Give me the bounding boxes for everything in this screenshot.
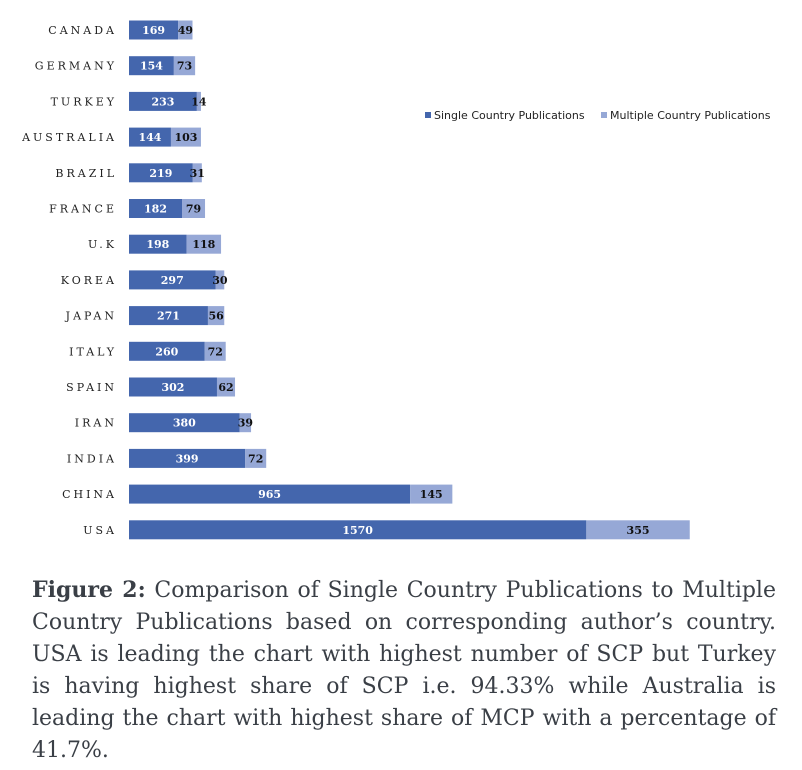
bar-single-country [129, 448, 246, 468]
data-label-single: 380 [173, 417, 196, 430]
data-label-multiple: 145 [420, 488, 443, 501]
bar-single-country [129, 20, 179, 40]
bar-single-country [129, 56, 174, 76]
category-label: SPAIN [66, 381, 117, 394]
bar-multiple-country [207, 306, 225, 326]
bar-multiple-country [215, 270, 225, 290]
bar-single-country [129, 91, 197, 111]
bar-multiple-country [239, 413, 252, 433]
bar-single-country [129, 199, 183, 218]
category-label: INDIA [67, 452, 117, 465]
category-label: USA [83, 524, 117, 537]
caption-lead: Figure 2: [32, 577, 146, 603]
bar-multiple-country [196, 91, 201, 111]
category-label: JAPAN [65, 310, 117, 323]
bar-multiple-country [410, 484, 453, 504]
data-label-multiple: 39 [238, 417, 253, 430]
figure-caption: Figure 2: Comparison of Single Country P… [32, 574, 776, 767]
data-label-single: 182 [144, 203, 167, 216]
category-labels: CANADA GERMANY TURKEY AUSTRALIA BRAZIL FRANCE… [21, 24, 117, 537]
data-label-multiple: 49 [178, 24, 193, 37]
data-label-single: 271 [157, 310, 180, 323]
bar-single-country [129, 341, 205, 361]
bar-single-country [129, 163, 193, 183]
data-label-multiple: 14 [191, 95, 207, 108]
data-label-single: 169 [142, 24, 165, 37]
category-label: CANADA [48, 24, 117, 37]
bar-single-country [129, 306, 208, 326]
bar-single-country [129, 413, 240, 433]
category-label: GERMANY [35, 60, 117, 73]
legend: Single Country Publications Multiple Coun… [425, 109, 771, 122]
category-label: AUSTRALIA [21, 131, 117, 144]
category-label: BRAZIL [55, 167, 117, 180]
bar-single-country [129, 484, 411, 504]
legend-label-single: Single Country Publications [434, 109, 585, 122]
data-label-single: 198 [146, 238, 169, 251]
data-label-multiple: 79 [186, 203, 201, 216]
bar-multiple-country [245, 448, 267, 468]
data-label-single: 260 [155, 345, 178, 358]
data-label-single: 144 [138, 131, 161, 144]
bar-multiple-country [182, 199, 206, 218]
bar-multiple-country [586, 520, 690, 540]
data-label-multiple: 103 [174, 131, 197, 144]
data-label-single: 297 [161, 274, 184, 287]
data-label-single: 399 [176, 452, 199, 465]
data-label-multiple: 72 [248, 452, 263, 465]
data-label-single: 1570 [342, 524, 373, 537]
category-label: ITALY [69, 345, 117, 358]
data-label-multiple: 56 [208, 310, 224, 323]
bar-multiple-country [192, 163, 202, 183]
category-label: U.K [88, 238, 117, 251]
bar-multiple-country [178, 20, 193, 40]
data-label-single: 965 [258, 488, 281, 501]
legend-swatch-single [425, 112, 431, 118]
bar-single-country [129, 520, 587, 540]
bar-single-country [129, 234, 187, 254]
bar-multiple-country [186, 234, 222, 254]
category-label: KOREA [61, 274, 117, 287]
category-label: TURKEY [51, 95, 117, 108]
data-label-multiple: 72 [208, 345, 223, 358]
data-label-single: 233 [151, 95, 174, 108]
legend-label-multiple: Multiple Country Publications [610, 109, 771, 122]
bar-single-country [129, 270, 216, 290]
category-label: IRAN [75, 417, 117, 430]
data-label-multiple: 31 [190, 167, 205, 180]
category-label: FRANCE [49, 203, 117, 216]
stacked-bar-chart: CANADA GERMANY TURKEY AUSTRALIA BRAZIL FRANCE… [21, 20, 771, 540]
data-label-single: 154 [140, 60, 163, 73]
data-label-multiple: 62 [218, 381, 233, 394]
data-label-multiple: 30 [212, 274, 228, 287]
caption-text: Comparison of Single Country Publication… [32, 578, 776, 763]
data-label-multiple: 73 [177, 60, 192, 73]
bar-single-country [129, 127, 171, 147]
bar-multiple-country [204, 341, 226, 361]
data-label-multiple: 355 [627, 524, 650, 537]
bar-multiple-country [173, 56, 196, 76]
data-label-single: 219 [149, 167, 172, 180]
bar-single-country [129, 377, 217, 397]
bar-multiple-country [216, 377, 236, 397]
category-label: CHINA [62, 488, 117, 501]
bars: 169 49 154 73 233 14 144 103 219 31 182 79 198 118 297… [129, 20, 690, 540]
data-label-single: 302 [162, 381, 185, 394]
data-label-multiple: 118 [192, 238, 215, 251]
bar-multiple-country [170, 127, 201, 147]
legend-swatch-multiple [601, 112, 607, 118]
